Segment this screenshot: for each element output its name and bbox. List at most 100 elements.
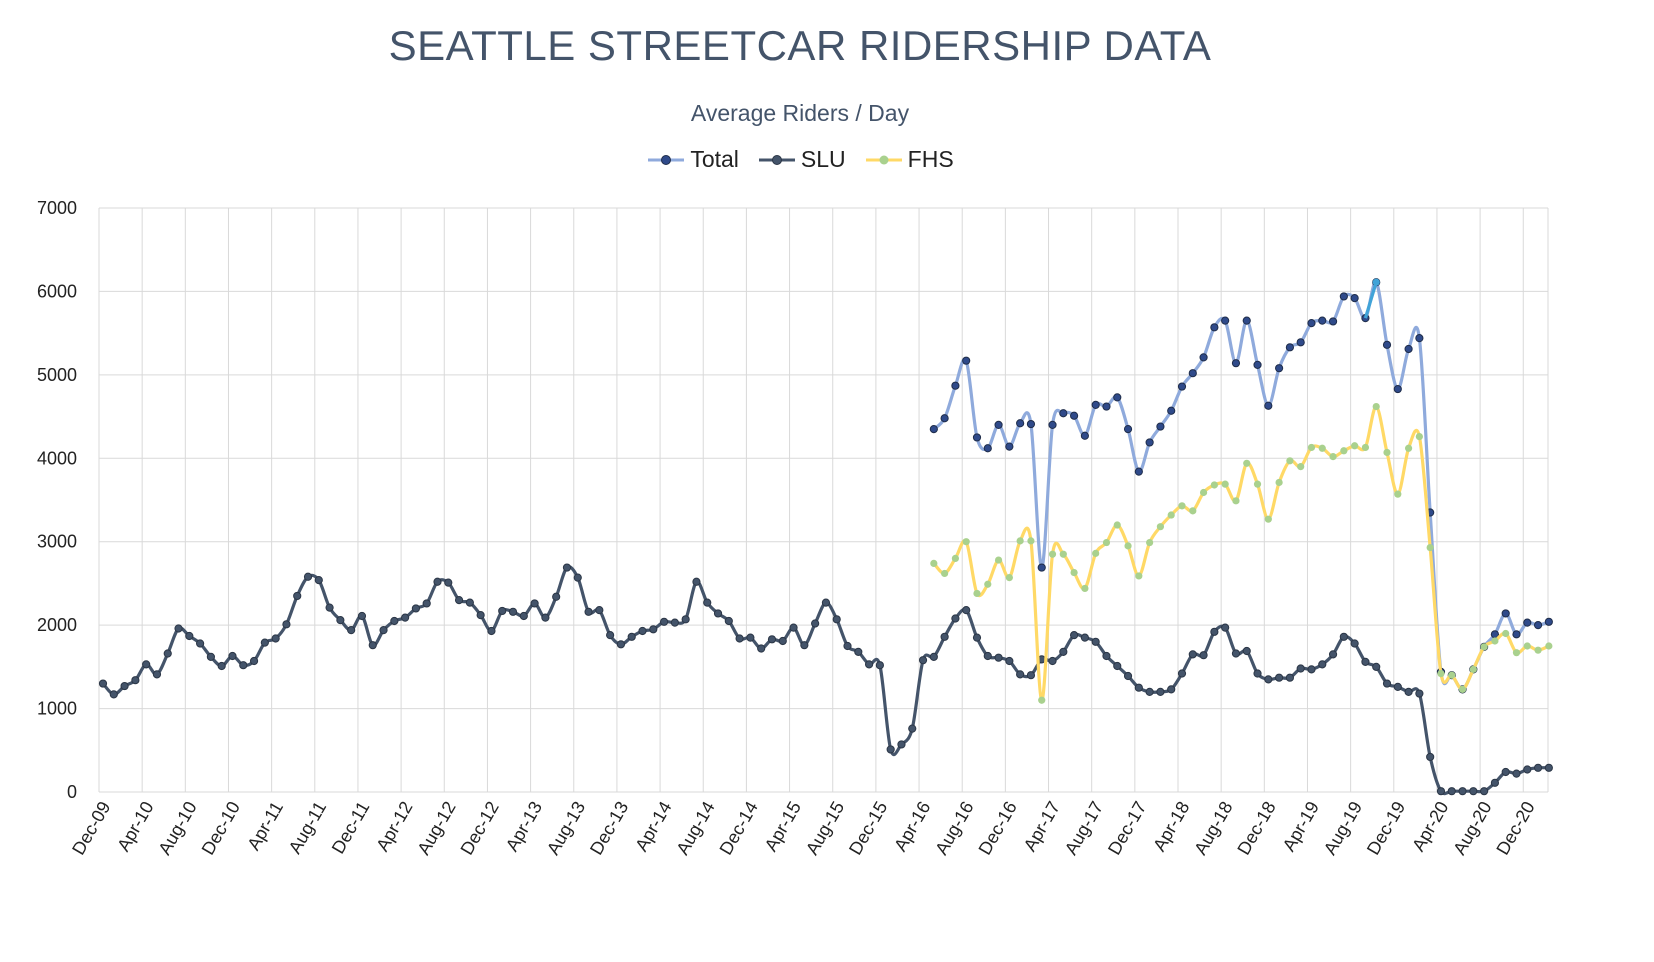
slu-point (1059, 647, 1068, 656)
fhs-point (1146, 538, 1154, 547)
fhs-point (1329, 453, 1337, 461)
total-point (1005, 442, 1014, 451)
slu-point (1523, 765, 1532, 774)
fhs-point (1210, 481, 1218, 489)
x-tick-label: Aug-17 (1061, 798, 1107, 858)
total-point (929, 424, 938, 434)
fhs-point (1253, 480, 1262, 488)
legend-entry-slu: SLU (757, 146, 846, 173)
legend-entry-fhs: FHS (864, 146, 954, 173)
slu-point (1533, 763, 1543, 772)
fhs-point (1092, 549, 1100, 557)
slu-point (1318, 660, 1327, 669)
total-point (1350, 294, 1359, 303)
fhs-point (1545, 642, 1553, 650)
fhs-point (984, 580, 992, 588)
fhs-point (1383, 448, 1391, 457)
slu-point (465, 598, 474, 607)
fhs-point (1081, 584, 1089, 593)
slu-point (552, 592, 561, 601)
x-tick-label: Apr-10 (113, 798, 157, 855)
slu-point (1188, 650, 1197, 659)
slu-point (595, 606, 604, 615)
total-point (1296, 338, 1305, 347)
total-point (962, 356, 971, 365)
slu-point (476, 611, 485, 620)
y-tick-label: 1000 (37, 699, 77, 719)
fhs-point (1394, 490, 1402, 498)
total-point (1177, 382, 1187, 391)
x-tick-label: Dec-18 (1233, 798, 1279, 858)
total-point (1156, 422, 1165, 431)
total-point (1393, 384, 1402, 394)
x-tick-label: Aug-14 (672, 798, 718, 858)
slu-point (314, 575, 323, 585)
x-tick-label: Apr-13 (502, 798, 546, 855)
total-point (1544, 617, 1553, 626)
slu-point (584, 607, 593, 616)
slu-point (249, 656, 259, 666)
x-tick-label: Aug-12 (413, 798, 459, 858)
slu-point (401, 613, 410, 622)
y-tick-label: 7000 (37, 198, 77, 218)
fhs-point (951, 554, 960, 563)
fhs-point (1005, 573, 1013, 582)
fhs-point (1361, 443, 1370, 452)
slu-point (1134, 683, 1143, 692)
y-tick-label: 4000 (37, 448, 77, 468)
slu-point (1285, 673, 1295, 682)
slu-point (843, 641, 852, 651)
y-tick-label: 3000 (37, 532, 77, 552)
fhs-point (1307, 443, 1316, 452)
fhs-point (1502, 629, 1510, 638)
slu-point (1328, 650, 1338, 659)
total-point (1134, 467, 1143, 476)
total-point (1253, 360, 1262, 369)
fhs-point (1156, 523, 1165, 531)
total-point (1123, 424, 1133, 434)
fhs-point (1480, 643, 1488, 651)
slu-point (929, 652, 938, 661)
total-point (1037, 563, 1046, 572)
slu-point (1372, 662, 1381, 671)
slu-point (1307, 665, 1316, 674)
slu-point (508, 607, 518, 616)
slu-point (573, 573, 582, 582)
slu-point (530, 599, 539, 608)
total-point (1512, 630, 1521, 639)
slu-point (746, 633, 755, 642)
fhs-point (1458, 685, 1467, 693)
legend-marker-slu (758, 154, 795, 165)
y-tick-label: 5000 (37, 365, 77, 385)
fhs-point (1178, 502, 1186, 510)
slu-point (347, 626, 356, 635)
slu-point (606, 631, 615, 640)
slu-point (692, 577, 701, 586)
x-tick-label: Dec-09 (68, 798, 114, 858)
x-tick-label: Dec-12 (457, 798, 503, 858)
x-tick-label: Aug-16 (931, 798, 977, 858)
slu-point (1339, 632, 1348, 641)
total-highlight-segment (1363, 281, 1378, 319)
slu-point (1016, 670, 1025, 679)
slu-point (1264, 675, 1273, 684)
fhs-point (1469, 665, 1477, 673)
total-point (1113, 393, 1122, 402)
fhs-point (1070, 568, 1078, 577)
x-tick-label: Aug-20 (1449, 798, 1495, 858)
x-tick-label: Dec-16 (974, 798, 1020, 858)
x-tick-label: Apr-19 (1279, 798, 1323, 855)
slu-point (541, 613, 550, 622)
total-point (972, 433, 982, 442)
total-point (1070, 411, 1079, 420)
slu-point (152, 670, 162, 679)
total-point (1339, 292, 1348, 301)
slu-point (562, 563, 572, 572)
fhs-point (1372, 402, 1380, 411)
slu-point (864, 660, 874, 669)
slu-point (196, 639, 205, 648)
slu-point (778, 636, 787, 646)
x-tick-label: Dec-19 (1363, 798, 1409, 858)
slu-point (638, 626, 647, 636)
